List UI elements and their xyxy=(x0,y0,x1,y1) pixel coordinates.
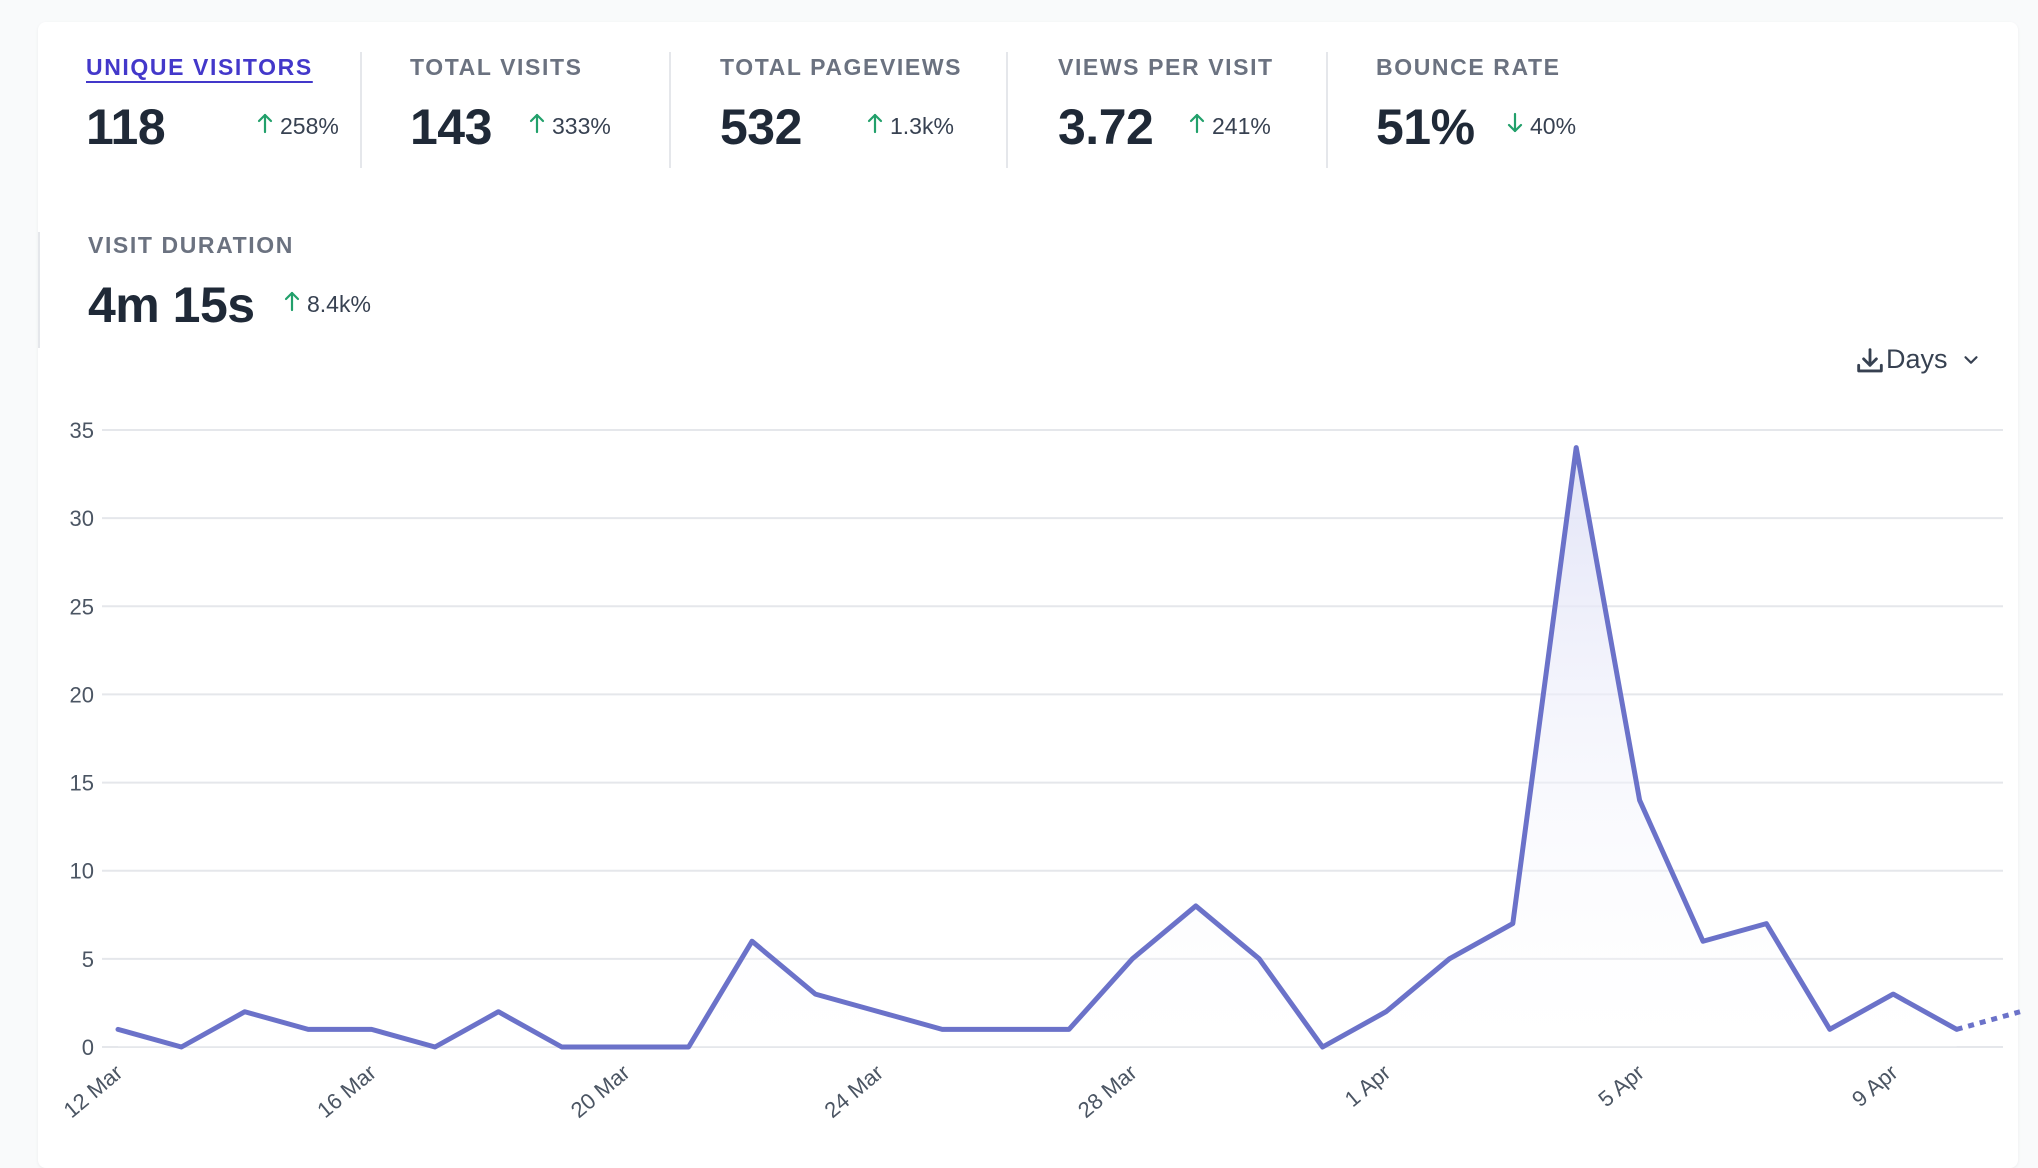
data-point[interactable] xyxy=(1193,903,1199,909)
x-tick-label: 9 Apr xyxy=(1847,1060,1902,1112)
data-point[interactable] xyxy=(1066,1026,1072,1032)
data-point[interactable] xyxy=(1003,1026,1009,1032)
stat-label: BOUNCE RATE xyxy=(1376,54,1561,80)
data-point[interactable] xyxy=(1573,445,1579,451)
data-point[interactable] xyxy=(1827,1026,1833,1032)
series-area xyxy=(118,447,1957,1048)
data-point[interactable] xyxy=(115,1026,121,1032)
stat-value: 3.72 xyxy=(1058,99,1154,155)
data-point[interactable] xyxy=(1954,1026,1960,1032)
stat-change-value: 40% xyxy=(1530,112,1577,139)
stat-change: 1.3k% xyxy=(866,112,954,140)
y-tick-label: 10 xyxy=(70,859,94,884)
stat-label: UNIQUE VISITORS xyxy=(86,54,313,80)
y-tick-label: 5 xyxy=(82,947,94,972)
series-line xyxy=(115,445,1960,1050)
interval-dropdown[interactable]: Days xyxy=(1886,344,1982,375)
data-point[interactable] xyxy=(1890,991,1896,997)
download-icon[interactable] xyxy=(1853,344,1887,378)
data-point[interactable] xyxy=(1383,1009,1389,1015)
stat-divider xyxy=(38,232,40,348)
stat-label: VISIT DURATION xyxy=(88,232,294,258)
y-tick-label: 30 xyxy=(70,506,94,531)
stat-change: 258% xyxy=(256,112,339,140)
x-tick-label: 28 Mar xyxy=(1073,1060,1142,1123)
data-point[interactable] xyxy=(305,1026,311,1032)
data-point[interactable] xyxy=(2017,1009,2023,1015)
stat-change: 333% xyxy=(528,112,611,140)
y-tick-label: 15 xyxy=(70,771,94,796)
data-point[interactable] xyxy=(369,1026,375,1032)
stat-change-value: 333% xyxy=(552,112,611,139)
y-tick-label: 35 xyxy=(70,418,94,443)
stat-value: 143 xyxy=(410,99,492,155)
stat-label: VIEWS PER VISIT xyxy=(1058,54,1274,80)
data-point[interactable] xyxy=(1700,938,1706,944)
data-point[interactable] xyxy=(622,1044,628,1050)
data-point[interactable] xyxy=(1510,921,1516,927)
stat-change-value: 8.4k% xyxy=(307,290,371,317)
y-tick-label: 0 xyxy=(82,1035,94,1060)
stat-change-value: 1.3k% xyxy=(890,112,954,139)
data-point[interactable] xyxy=(495,1009,501,1015)
stat-total-pageviews[interactable]: TOTAL PAGEVIEWS 532 1.3k% xyxy=(720,22,986,155)
data-point[interactable] xyxy=(876,1009,882,1015)
stat-label: TOTAL VISITS xyxy=(410,54,583,80)
data-point[interactable] xyxy=(1320,1044,1326,1050)
data-point[interactable] xyxy=(1256,956,1262,962)
stat-change-value: 241% xyxy=(1212,112,1271,139)
stat-unique-visitors[interactable]: UNIQUE VISITORS 118 258% xyxy=(86,22,376,155)
chevron-down-icon xyxy=(1963,355,1978,364)
x-tick-label: 24 Mar xyxy=(819,1060,888,1123)
stat-label: TOTAL PAGEVIEWS xyxy=(720,54,963,80)
x-tick-label: 16 Mar xyxy=(312,1060,381,1123)
data-point[interactable] xyxy=(1446,956,1452,962)
data-point[interactable] xyxy=(686,1044,692,1050)
stat-total-visits[interactable]: TOTAL VISITS 143 333% xyxy=(410,22,648,155)
stat-change: 40% xyxy=(1506,112,1576,140)
stat-divider xyxy=(1006,52,1008,168)
stat-divider xyxy=(1326,52,1328,168)
data-point[interactable] xyxy=(559,1044,565,1050)
stat-change-value: 258% xyxy=(280,112,339,139)
x-tick-label: 5 Apr xyxy=(1593,1060,1648,1112)
stat-views-per-visit[interactable]: VIEWS PER VISIT 3.72 241% xyxy=(1058,22,1308,155)
y-tick-label: 25 xyxy=(70,594,94,619)
data-point[interactable] xyxy=(939,1026,945,1032)
x-tick-label: 1 Apr xyxy=(1340,1060,1395,1112)
arrow-down-icon xyxy=(1506,112,1524,140)
data-point[interactable] xyxy=(242,1009,248,1015)
data-point[interactable] xyxy=(1637,797,1643,803)
stat-visit-duration[interactable]: VISIT DURATION 4m 15s 8.4k% xyxy=(88,200,403,333)
series-line-incomplete xyxy=(1955,1009,2021,1032)
data-point[interactable] xyxy=(812,991,818,997)
stat-value: 51% xyxy=(1376,99,1475,155)
data-point[interactable] xyxy=(1763,921,1769,927)
arrow-up-icon xyxy=(866,112,884,140)
stat-change: 241% xyxy=(1188,112,1271,140)
stat-divider xyxy=(669,52,671,168)
data-point[interactable] xyxy=(432,1044,438,1050)
data-point[interactable] xyxy=(749,938,755,944)
stat-divider xyxy=(360,52,362,168)
stat-bounce-rate[interactable]: BOUNCE RATE 51% 40% xyxy=(1376,22,1626,155)
interval-label: Days xyxy=(1886,344,1948,374)
y-tick-label: 20 xyxy=(70,682,94,707)
arrow-up-icon xyxy=(1188,112,1206,140)
arrow-up-icon xyxy=(256,112,274,140)
stat-value: 4m 15s xyxy=(88,277,255,333)
stat-value: 118 xyxy=(86,99,166,155)
x-tick-label: 20 Mar xyxy=(566,1060,635,1123)
x-tick-label: 12 Mar xyxy=(59,1060,128,1123)
arrow-up-icon xyxy=(528,112,546,140)
arrow-up-icon xyxy=(283,290,301,318)
dashboard-card: UNIQUE VISITORS 118 258% TOTAL VISITS 143 333… xyxy=(38,22,2018,1168)
data-point[interactable] xyxy=(178,1044,184,1050)
stat-value: 532 xyxy=(720,99,802,155)
stat-change: 8.4k% xyxy=(283,290,371,318)
data-point[interactable] xyxy=(1129,956,1135,962)
